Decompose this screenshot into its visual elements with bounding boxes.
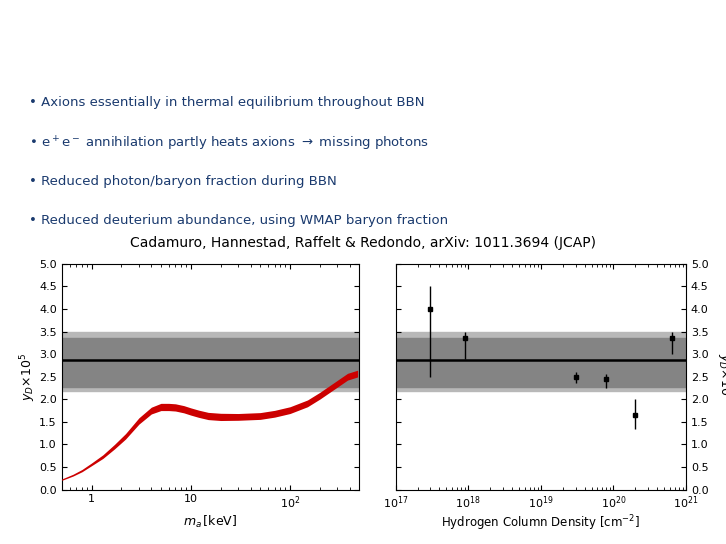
Bar — [396, 331, 686, 391]
X-axis label: $m_a\,[\mathrm{keV}]$: $m_a\,[\mathrm{keV}]$ — [184, 514, 237, 530]
Bar — [396, 338, 686, 387]
Text: • Axions essentially in thermal equilibrium throughout BBN: • Axions essentially in thermal equilibr… — [28, 96, 424, 109]
Text: • Reduced deuterium abundance, using WMAP baryon fraction: • Reduced deuterium abundance, using WMA… — [28, 214, 448, 227]
Text: • Reduced photon/baryon fraction during BBN: • Reduced photon/baryon fraction during … — [28, 175, 336, 188]
Bar — [62, 331, 359, 391]
Text: Georg Raffelt, MPI Physics, Munich: Georg Raffelt, MPI Physics, Munich — [7, 521, 187, 530]
Text: New BBN limits on sub-MeV mass axions: New BBN limits on sub-MeV mass axions — [92, 23, 634, 47]
Y-axis label: $y_D$$\times$$10^5$: $y_D$$\times$$10^5$ — [18, 353, 38, 401]
Text: 4th Schrödinger Lecture, University Vienna, 24 May 2011: 4th Schrödinger Lecture, University Vien… — [420, 521, 719, 530]
X-axis label: Hydrogen Column Density $[\mathrm{cm}^{-2}]$: Hydrogen Column Density $[\mathrm{cm}^{-… — [441, 514, 640, 534]
Text: • $\mathdefault{e^+e^-}$ annihilation partly heats axions $\rightarrow$ missing : • $\mathdefault{e^+e^-}$ annihilation pa… — [28, 134, 428, 153]
Y-axis label: $y_D$$\times$$10^5$: $y_D$$\times$$10^5$ — [714, 353, 726, 401]
Bar — [62, 338, 359, 387]
Text: Cadamuro, Hannestad, Raffelt & Redondo, arXiv: 1011.3694 (JCAP): Cadamuro, Hannestad, Raffelt & Redondo, … — [130, 236, 596, 250]
